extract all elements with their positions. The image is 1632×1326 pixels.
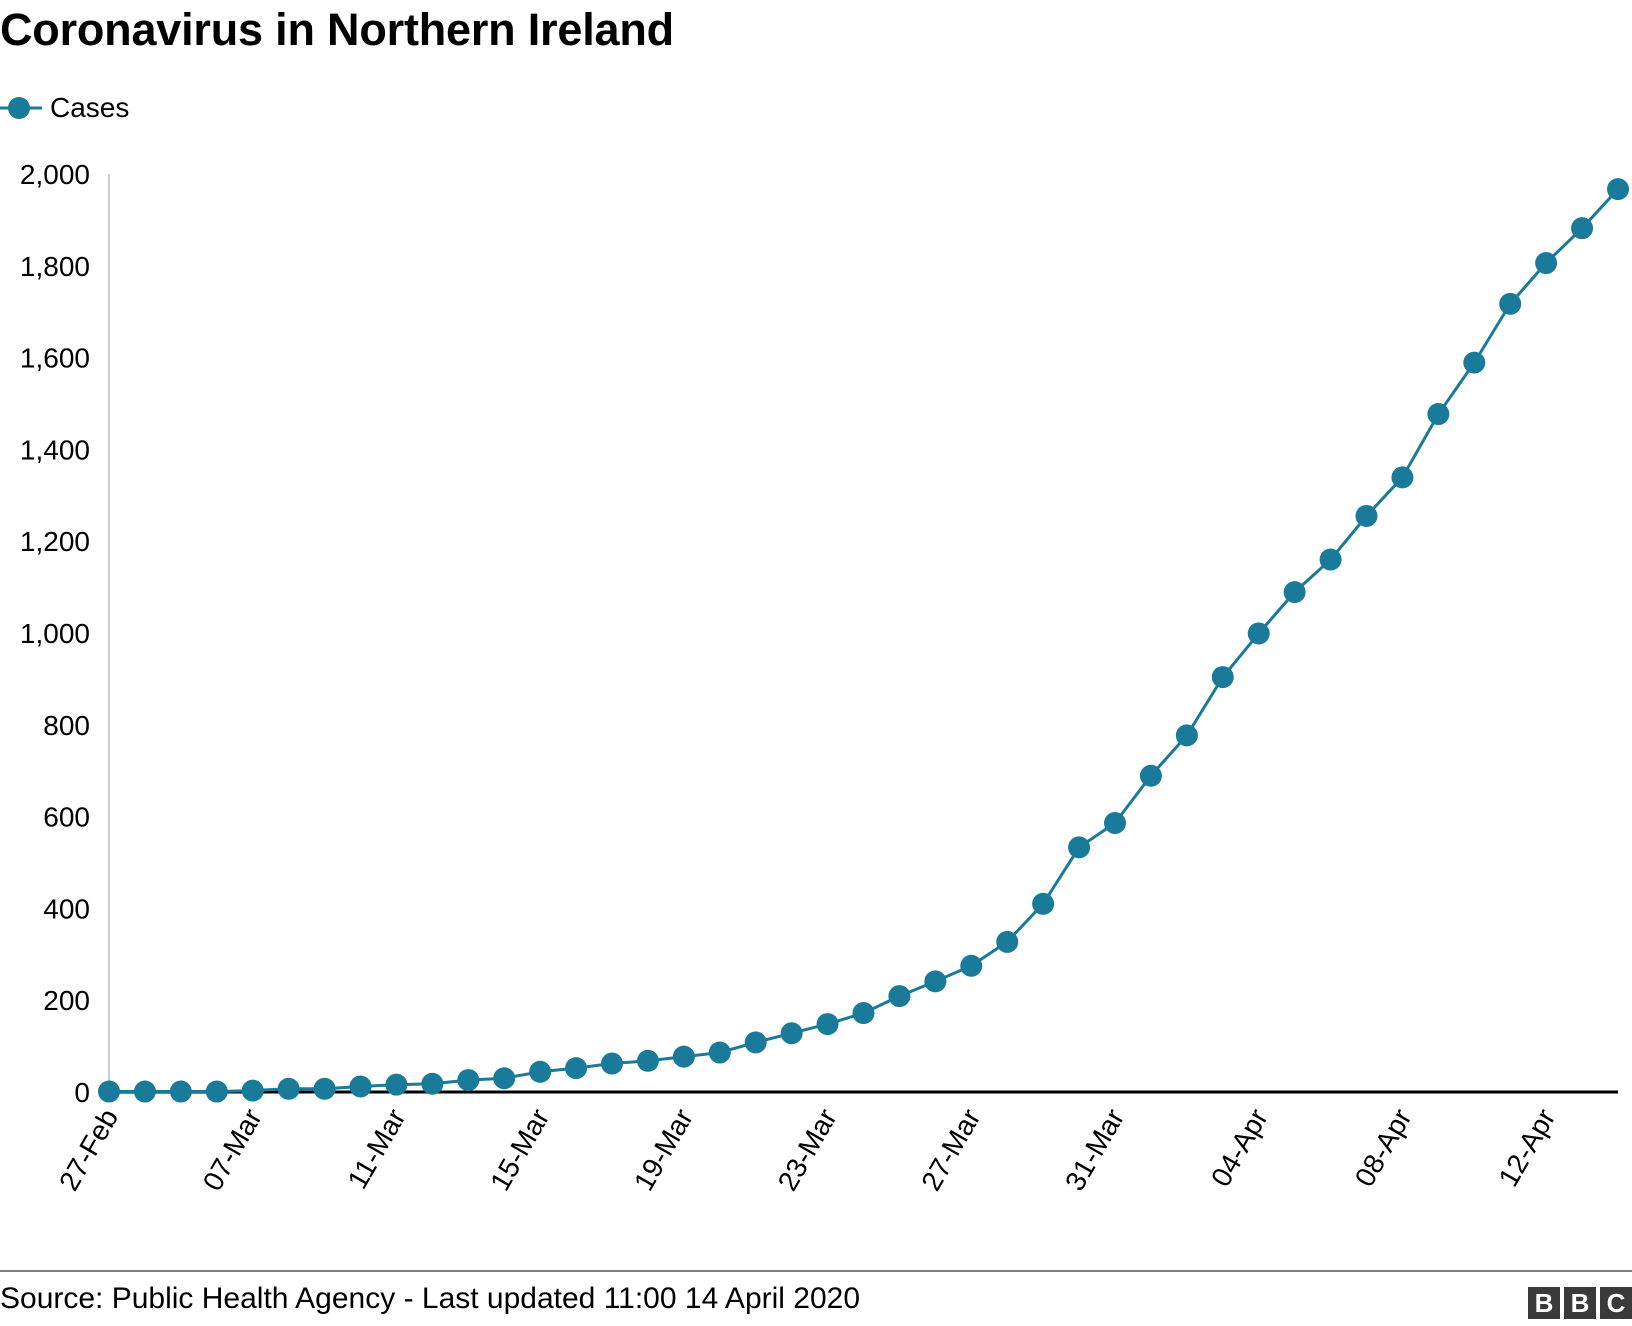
data-point [133, 1080, 156, 1103]
legend-marker-icon [0, 97, 42, 119]
y-tick-label: 1,400 [20, 434, 90, 465]
data-point [924, 970, 947, 993]
data-point [385, 1073, 408, 1096]
y-tick-label: 1,000 [20, 618, 90, 649]
data-point [457, 1069, 480, 1092]
data-point [708, 1041, 731, 1064]
x-tick-label: 12-Apr [1492, 1104, 1561, 1192]
data-point [636, 1049, 659, 1072]
y-tick-label: 0 [74, 1077, 90, 1108]
data-point [1283, 581, 1306, 604]
data-point [1032, 892, 1055, 915]
data-point [98, 1080, 120, 1103]
y-tick-label: 2,000 [20, 159, 90, 190]
plot-area [98, 178, 1629, 1103]
data-point [349, 1075, 372, 1098]
data-point [960, 954, 983, 977]
x-tick-label: 19-Mar [628, 1104, 699, 1196]
data-point [888, 985, 911, 1008]
data-point [1391, 466, 1414, 489]
source-note: Source: Public Health Agency - Last upda… [0, 1282, 861, 1315]
y-tick-label: 800 [43, 710, 90, 741]
data-point [493, 1067, 516, 1090]
data-point [205, 1080, 228, 1103]
chart-title: Coronavirus in Northern Ireland [0, 4, 674, 55]
series-line-cases [109, 188, 1620, 1093]
data-point [565, 1057, 588, 1080]
bbc-logo-letter: C [1600, 1287, 1632, 1319]
data-point [1499, 292, 1522, 315]
footer-divider [0, 1270, 1632, 1272]
x-tick-label: 08-Apr [1349, 1104, 1418, 1192]
data-point [1175, 724, 1198, 747]
data-point [1535, 252, 1558, 275]
x-tick-label: 15-Mar [484, 1104, 555, 1196]
data-point [1319, 548, 1342, 571]
data-point [1247, 622, 1270, 645]
x-tick-label: 04-Apr [1205, 1104, 1274, 1192]
y-tick-label: 1,800 [20, 251, 90, 282]
data-point [1427, 403, 1450, 426]
x-axis: 27-Feb 07-Mar 11-Mar 15-Mar 19-Mar 23-Mar 27-M… [53, 1090, 1618, 1196]
data-point [1607, 178, 1629, 201]
y-axis: 0 200 400 600 800 1,000 1,200 1,400 1,600 1,800 2,… [20, 159, 110, 1108]
data-point [529, 1060, 552, 1083]
x-tick-label: 27-Feb [53, 1104, 124, 1196]
data-point [996, 930, 1019, 953]
data-point [1139, 764, 1162, 787]
data-point [601, 1052, 623, 1075]
line-chart: 0 200 400 600 800 1,000 1,200 1,400 1,600 1,800 2,… [20, 159, 1629, 1196]
x-tick-label: 31-Mar [1059, 1104, 1130, 1196]
y-tick-label: 1,600 [20, 343, 90, 374]
x-tick-label: 27-Mar [915, 1104, 986, 1196]
legend: Cases [0, 88, 129, 128]
x-tick-label: 11-Mar [341, 1104, 411, 1195]
data-point [672, 1045, 695, 1068]
data-point [852, 1002, 875, 1025]
data-point [1104, 812, 1126, 835]
y-tick-label: 400 [43, 893, 90, 924]
data-point [744, 1031, 767, 1054]
x-tick-label: 23-Mar [772, 1104, 843, 1196]
data-point [313, 1077, 336, 1100]
data-point [1571, 217, 1594, 240]
data-point [1211, 666, 1234, 689]
data-point [1068, 836, 1091, 859]
data-point [816, 1013, 839, 1036]
bbc-logo-letter: B [1528, 1287, 1560, 1319]
data-point [277, 1077, 300, 1100]
legend-label: Cases [50, 92, 130, 123]
y-tick-label: 200 [43, 985, 90, 1016]
x-tick-label: 07-Mar [197, 1104, 268, 1196]
y-tick-label: 1,200 [20, 526, 90, 557]
bbc-logo: B B C [1528, 1287, 1632, 1319]
data-point [1355, 504, 1378, 527]
data-point [169, 1080, 192, 1103]
data-point [421, 1072, 444, 1095]
bbc-logo-letter: B [1564, 1287, 1596, 1319]
data-point [1463, 351, 1486, 374]
data-point [241, 1079, 264, 1102]
y-tick-label: 600 [43, 802, 90, 833]
data-point [780, 1022, 803, 1045]
